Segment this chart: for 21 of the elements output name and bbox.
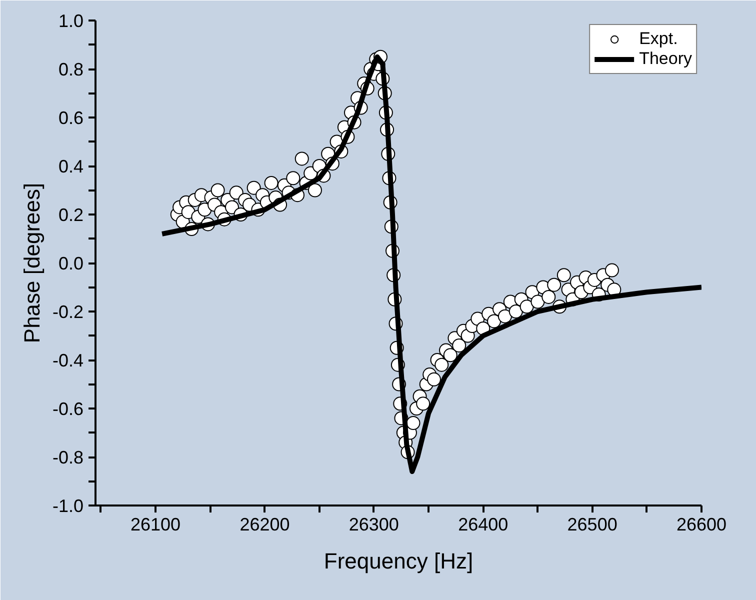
y-tick-label: -1.0 <box>52 496 84 516</box>
x-axis-title: Frequency [Hz] <box>324 548 474 574</box>
x-tick-label: 26200 <box>240 514 290 534</box>
y-tick-label: 0.6 <box>58 108 84 128</box>
y-tick-label: 0.2 <box>58 205 84 225</box>
y-tick-label: 0.4 <box>58 156 84 176</box>
x-tick-label: 26100 <box>130 514 181 534</box>
x-tick-label: 26300 <box>348 514 399 534</box>
x-tick-label: 26400 <box>458 514 508 534</box>
y-tick-label: -0.6 <box>52 399 84 419</box>
x-tick-label: 26500 <box>567 514 618 534</box>
y-tick-label: -0.2 <box>52 302 84 322</box>
x-tick-label: 26600 <box>676 514 727 534</box>
y-tick-label: -0.4 <box>52 350 84 370</box>
legend-label: Expt. <box>639 29 678 49</box>
y-tick-label: -0.8 <box>52 448 84 468</box>
y-tick-label: 0.8 <box>58 60 84 80</box>
legend-label: Theory <box>639 49 692 69</box>
y-tick-label: 1.0 <box>58 11 84 31</box>
y-axis-title: Phase [degrees] <box>19 182 44 344</box>
y-tick-label: 0.0 <box>58 254 84 274</box>
